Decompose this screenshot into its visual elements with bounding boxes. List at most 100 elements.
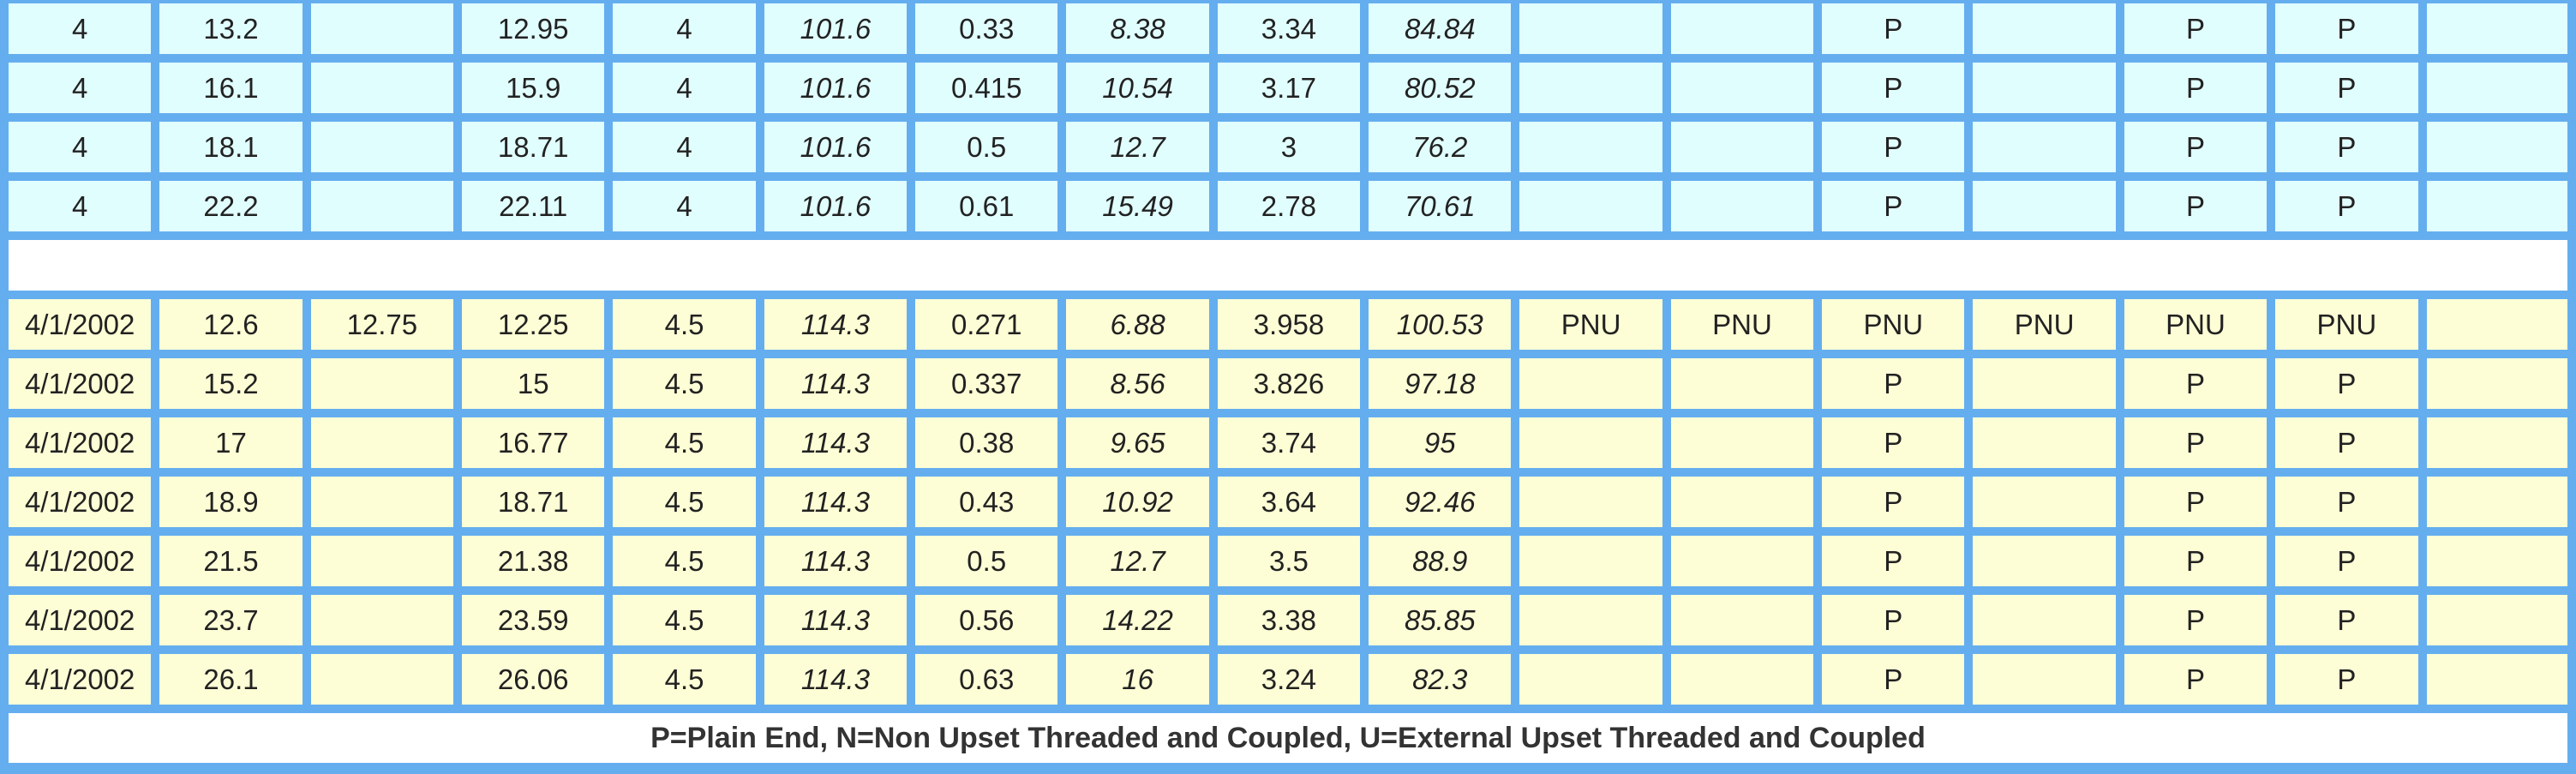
cell-weight-upset [310,536,454,586]
cell-id-in: 3.826 [1217,358,1361,409]
cell-k55: P [1822,477,1965,527]
cell-k55: P [1822,122,1965,172]
cell-od-in: 4.5 [613,299,756,350]
cell-m65: PNU [1973,299,2116,350]
cell-od-mm: 114.3 [764,417,908,468]
cell-id-mm: 88.9 [1369,536,1512,586]
cell-p110 [2426,595,2567,645]
cell-od-mm: 114.3 [764,595,908,645]
cell-h40 [1519,3,1662,54]
cell-weight-pe: 12.95 [462,3,605,54]
cell-weight-pe: 18.71 [462,122,605,172]
cell-size-in: 4 [9,63,152,113]
cell-weight-upset [310,181,454,231]
cell-wall-in: 0.38 [915,417,1058,468]
cell-l80: P [2275,477,2418,527]
cell-m65 [1973,358,2116,409]
cell-wall-mm: 10.92 [1066,477,1209,527]
cell-od-mm: 114.3 [764,654,908,705]
cell-weight-pe: 12.25 [462,299,605,350]
cell-size-in: 4/1/2002 [9,417,152,468]
cell-id-mm: 70.61 [1369,181,1512,231]
cell-weight-upset [310,3,454,54]
cell-h40 [1519,417,1662,468]
cell-h40 [1519,595,1662,645]
cell-id-mm: 97.18 [1369,358,1512,409]
cell-id-mm: 92.46 [1369,477,1512,527]
cell-size-in: 4/1/2002 [9,299,152,350]
cell-n80: P [2124,477,2267,527]
cell-l80: P [2275,122,2418,172]
cell-k55: P [1822,181,1965,231]
cell-j55 [1670,358,1814,409]
cell-p110 [2426,654,2567,705]
table-body: 4 13.2 12.95 4 101.6 0.33 8.38 3.34 84.84 P P P 4 16.… [9,3,2567,763]
cell-m65 [1973,63,2116,113]
cell-size-in: 4 [9,181,152,231]
cell-n80: P [2124,536,2267,586]
cell-m65 [1973,122,2116,172]
cell-m65 [1973,181,2116,231]
cell-m65 [1973,536,2116,586]
cell-j55 [1670,122,1814,172]
cell-weight-upset [310,595,454,645]
cell-size-in: 4 [9,122,152,172]
cell-m65 [1973,654,2116,705]
cell-id-mm: 95 [1369,417,1512,468]
cell-n80: P [2124,654,2267,705]
cell-wall-in: 0.61 [915,181,1058,231]
cell-weight-lb-ft: 13.2 [159,3,303,54]
cell-n80: P [2124,595,2267,645]
cell-id-in: 3.38 [1217,595,1361,645]
cell-wall-in: 0.5 [915,122,1058,172]
cell-id-mm: 80.52 [1369,63,1512,113]
cell-m65 [1973,595,2116,645]
cell-od-mm: 101.6 [764,122,908,172]
cell-p110 [2426,477,2567,527]
cell-od-mm: 101.6 [764,63,908,113]
cell-weight-pe: 15.9 [462,63,605,113]
table-row: 4 16.1 15.9 4 101.6 0.415 10.54 3.17 80.52 P P P [9,63,2567,113]
cell-od-mm: 101.6 [764,181,908,231]
cell-weight-upset [310,122,454,172]
cell-wall-mm: 8.56 [1066,358,1209,409]
cell-wall-in: 0.415 [915,63,1058,113]
cell-j55 [1670,536,1814,586]
cell-k55: P [1822,63,1965,113]
cell-wall-mm: 12.7 [1066,122,1209,172]
cell-size-in: 4/1/2002 [9,595,152,645]
cell-wall-mm: 12.7 [1066,536,1209,586]
cell-p110 [2426,3,2567,54]
cell-p110 [2426,181,2567,231]
cell-size-in: 4/1/2002 [9,477,152,527]
cell-weight-lb-ft: 22.2 [159,181,303,231]
cell-p110 [2426,63,2567,113]
cell-k55: P [1822,417,1965,468]
cell-weight-lb-ft: 18.9 [159,477,303,527]
cell-l80: P [2275,181,2418,231]
cell-weight-pe: 16.77 [462,417,605,468]
cell-od-in: 4.5 [613,358,756,409]
cell-od-in: 4.5 [613,477,756,527]
group-separator-row [9,240,2567,291]
cell-n80: P [2124,122,2267,172]
cell-n80: P [2124,358,2267,409]
cell-weight-lb-ft: 21.5 [159,536,303,586]
cell-size-in: 4/1/2002 [9,536,152,586]
cell-weight-upset [310,63,454,113]
cell-id-in: 3.74 [1217,417,1361,468]
table-row: 4/1/2002 23.7 23.59 4.5 114.3 0.56 14.22 3.38 85… [9,595,2567,645]
cell-wall-mm: 8.38 [1066,3,1209,54]
cell-weight-pe: 22.11 [462,181,605,231]
cell-k55: P [1822,3,1965,54]
cell-j55 [1670,63,1814,113]
cell-l80: P [2275,358,2418,409]
cell-k55: P [1822,358,1965,409]
cell-n80: P [2124,181,2267,231]
cell-j55 [1670,477,1814,527]
cell-l80: P [2275,63,2418,113]
cell-l80: PNU [2275,299,2418,350]
cell-od-mm: 101.6 [764,3,908,54]
cell-od-in: 4 [613,181,756,231]
